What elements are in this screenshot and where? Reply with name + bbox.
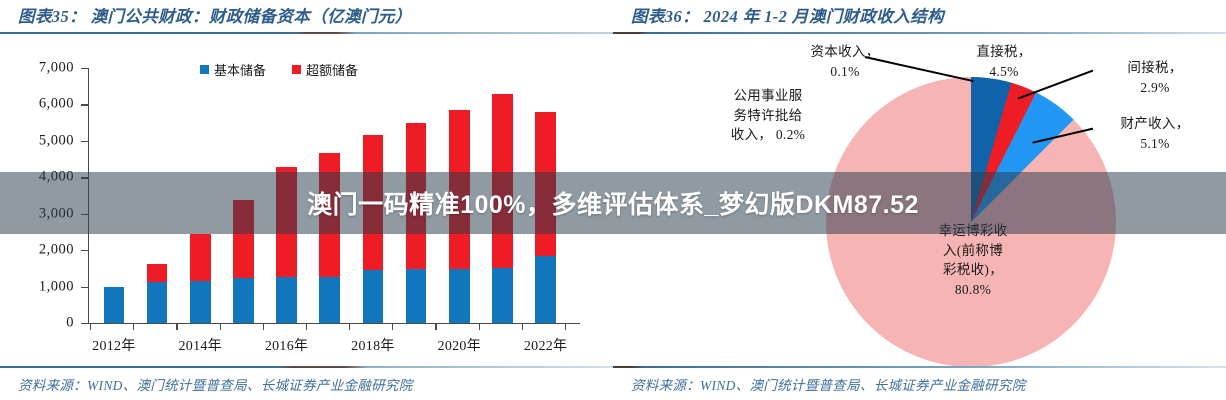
bar-column [492, 94, 513, 323]
bar-column [448, 109, 470, 323]
bar-segment-excess-reserve [535, 112, 556, 256]
y-axis-tick [81, 177, 88, 179]
x-axis-tick [133, 323, 135, 330]
right-title-divider [613, 32, 1226, 34]
bar-segment-basic-reserve [233, 278, 254, 323]
x-axis-label: 2012年 [92, 339, 136, 354]
y-axis-tick [81, 104, 88, 106]
bar-segment-basic-reserve [492, 268, 513, 323]
bar-column [103, 286, 125, 323]
x-axis-tick [564, 323, 567, 330]
y-axis-label: 3,000 [38, 205, 74, 222]
pie-label-property-income: 财产收入， 5.1% [1120, 116, 1190, 151]
x-axis-label: 2020年 [437, 339, 482, 354]
legend-swatch-basic-reserve [200, 65, 209, 74]
left-source-note: 资料来源：WIND、澳门统计暨普查局、长城证券产业金融研究院 [18, 378, 413, 393]
bar-column [189, 234, 211, 323]
legend-swatch-excess-reserve [292, 65, 302, 74]
bar-segment-excess-reserve [276, 166, 297, 278]
x-axis-tick [305, 323, 308, 330]
x-axis-tick [435, 323, 437, 330]
bar-segment-basic-reserve [189, 280, 211, 323]
bar-chart: 基本储备 超额储备 0 1,000 2,000 3,000 4,000 5,000 6,00… [0, 40, 613, 360]
y-axis-tick [81, 286, 88, 288]
x-axis-tick [478, 323, 480, 330]
bar-segment-basic-reserve [448, 269, 470, 323]
bar-column [146, 263, 168, 323]
y-axis-tick [81, 250, 88, 252]
left-footer-divider [0, 366, 613, 368]
x-axis-tick [219, 323, 221, 330]
bar-column [233, 200, 254, 323]
bar-column [362, 135, 384, 323]
y-axis-tick [81, 68, 88, 70]
bar-column [319, 152, 341, 323]
bar-segment-excess-reserve [448, 109, 470, 270]
bar-segment-basic-reserve [405, 269, 427, 323]
x-axis-tick [349, 323, 351, 330]
right-chart-title: 图表36： 2024 年 1-2 月澳门财政收入结构 [631, 7, 944, 26]
bar-segment-excess-reserve [189, 234, 211, 281]
pie-label-gaming-tax: 幸运博彩收 入(前称博 彩税收)， 80.8% [938, 223, 1008, 297]
x-axis-tick [521, 323, 523, 330]
bar-segment-excess-reserve [492, 94, 513, 269]
bar-segment-excess-reserve [233, 200, 254, 279]
bar-segment-excess-reserve [146, 263, 168, 282]
right-footer-divider [613, 366, 1226, 368]
x-axis-label: 2016年 [264, 339, 309, 354]
bar-segment-basic-reserve [319, 277, 341, 323]
bar-segment-basic-reserve [103, 286, 125, 323]
x-axis-label: 2022年 [523, 339, 568, 354]
x-axis-tick [176, 323, 178, 330]
left-chart-title: 图表35： 澳门公共财政：财政储备资本（亿澳门元） [18, 7, 412, 26]
pie-label-direct-tax: 直接税， 4.5% [976, 44, 1032, 79]
right-source-note: 资料来源：WIND、澳门统计暨普查局、长城证券产业金融研究院 [631, 378, 1026, 393]
y-axis-tick [81, 140, 88, 143]
y-axis-label: 2,000 [38, 241, 74, 258]
legend-label-basic-reserve: 基本储备 [214, 63, 267, 78]
bar-column [535, 112, 556, 323]
y-axis-label: 7,000 [38, 59, 74, 76]
right-chart-panel: 图表36： 2024 年 1-2 月澳门财政收入结构 资本收入， 0.1% 公用… [613, 0, 1226, 400]
pie-label-indirect-tax: 间接税， 2.9% [1127, 60, 1183, 95]
pie-label-capital-income: 资本收入， 0.1% [810, 44, 880, 79]
y-axis-label: 5,000 [38, 132, 74, 149]
y-axis-label: 0 [66, 314, 74, 331]
x-axis-label: 2018年 [351, 339, 395, 354]
x-axis-tick [90, 323, 92, 330]
y-axis-label: 1,000 [38, 278, 74, 295]
x-axis-tick [262, 323, 264, 330]
x-axis-tick [392, 323, 394, 330]
bar-segment-basic-reserve [276, 277, 297, 323]
bar-plot-area: 0 1,000 2,000 3,000 4,000 5,000 6,000 7,000 2012… [39, 60, 578, 355]
x-axis-line [88, 323, 580, 325]
y-axis-tick [81, 213, 88, 215]
left-chart-panel: 图表35： 澳门公共财政：财政储备资本（亿澳门元） 基本储备 超额储备 0 1,0… [0, 7, 613, 393]
left-title-divider [0, 32, 613, 34]
pie-chart: 资本收入， 0.1% 公用事业服 务特许批给 收入， 0.2% 直接税， 4.5… [613, 36, 1226, 367]
y-axis-label: 4,000 [38, 168, 74, 185]
bar-segment-basic-reserve [535, 255, 556, 323]
x-axis-label: 2014年 [178, 339, 222, 354]
bar-segment-excess-reserve [319, 152, 341, 278]
bar-segment-basic-reserve [146, 281, 168, 323]
legend-item-basic-reserve: 基本储备 [200, 60, 266, 79]
y-axis-label: 6,000 [38, 95, 74, 112]
bar-column [276, 166, 297, 323]
bar-chart-legend: 基本储备 超额储备 [200, 60, 358, 79]
y-axis-tick [81, 323, 88, 325]
bar-segment-excess-reserve [362, 135, 384, 271]
legend-label-excess-reserve: 超额储备 [306, 63, 359, 78]
bar-segment-basic-reserve [362, 270, 384, 323]
legend-item-excess-reserve: 超额储备 [292, 60, 358, 79]
bar-column [405, 122, 427, 323]
bar-segment-excess-reserve [405, 122, 427, 270]
pie-label-utility-concession: 公用事业服 务特许批给 收入， 0.2% [730, 88, 806, 143]
